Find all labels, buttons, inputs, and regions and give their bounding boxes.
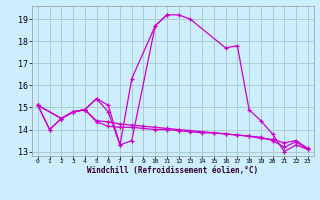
X-axis label: Windchill (Refroidissement éolien,°C): Windchill (Refroidissement éolien,°C) <box>87 166 258 175</box>
